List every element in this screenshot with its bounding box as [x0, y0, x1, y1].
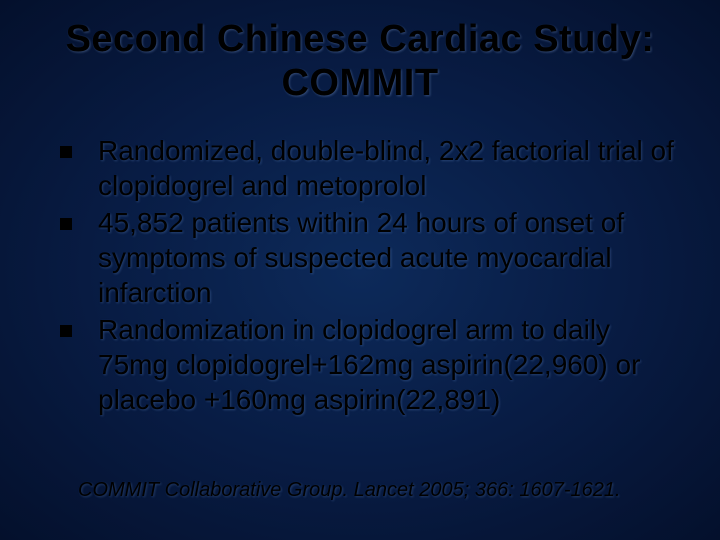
- list-item: Randomized, double-blind, 2x2 factorial …: [60, 133, 680, 203]
- slide-title: Second Chinese Cardiac Study: COMMIT: [40, 18, 680, 105]
- list-item: Randomization in clopidogrel arm to dail…: [60, 312, 680, 417]
- list-item: 45,852 patients within 24 hours of onset…: [60, 205, 680, 310]
- slide: Second Chinese Cardiac Study: COMMIT Ran…: [0, 0, 720, 540]
- citation-text: COMMIT Collaborative Group. Lancet 2005;…: [78, 479, 621, 502]
- bullet-list: Randomized, double-blind, 2x2 factorial …: [60, 133, 680, 417]
